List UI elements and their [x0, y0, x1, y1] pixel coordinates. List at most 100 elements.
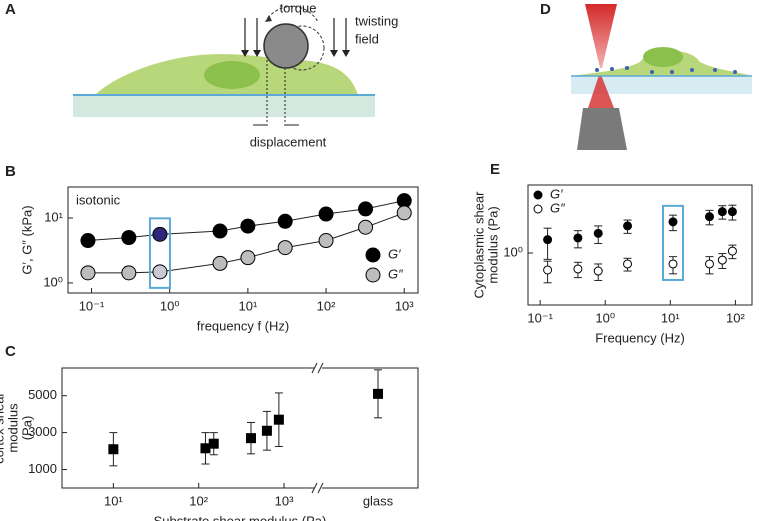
data-point [273, 414, 284, 425]
x-axis-label: Substrate shear modulus (Pa) [154, 513, 327, 521]
data-point [573, 233, 583, 243]
field-label: field [355, 31, 379, 46]
data-point [212, 223, 228, 239]
laser-upper [585, 4, 617, 68]
y-tick-label: 10⁰ [503, 244, 523, 259]
panel-letter: E [490, 161, 500, 178]
data-point [717, 255, 727, 265]
y-axis-label: G′, G″ (kPa) [19, 205, 34, 274]
x-tick-label: 10² [726, 310, 745, 325]
bead-displaced [279, 25, 325, 71]
panel-letter: C [5, 343, 16, 360]
x-tick-label: 10² [189, 493, 208, 508]
plot-frame [61, 367, 419, 489]
legend-marker [365, 247, 381, 263]
x-tick-label: 10⁰ [160, 298, 180, 313]
x-tick-label: 10⁰ [595, 310, 615, 325]
data-point [212, 255, 228, 271]
field-label: twisting [355, 13, 398, 28]
axis-break-gap [314, 482, 322, 494]
data-point [727, 246, 737, 256]
y-axis-label: Cytoplasmic shear [471, 191, 486, 299]
substrate [571, 76, 752, 94]
nucleus [643, 47, 683, 67]
data-point [727, 207, 737, 217]
displacement-lines [266, 60, 286, 128]
axis-break [311, 362, 324, 374]
data-point [121, 265, 137, 281]
data-point [240, 218, 256, 234]
plot-frame [67, 186, 419, 294]
substrate [73, 95, 375, 117]
torque-arrow [267, 5, 319, 23]
x-axis-label: Frequency (Hz) [595, 330, 685, 345]
torque-label: torque [280, 0, 317, 15]
y-tick-label: 1000 [28, 461, 57, 476]
highlight-box [148, 217, 171, 289]
axis-break-gap [314, 362, 322, 374]
panel-letter: A [5, 1, 16, 18]
data-point [573, 264, 583, 274]
x-axis-label: frequency f (Hz) [197, 318, 289, 333]
data-point [543, 265, 553, 275]
data-point [358, 219, 374, 235]
data-point [593, 266, 603, 276]
data-point [396, 205, 412, 221]
data-point [318, 233, 334, 249]
data-point [80, 265, 96, 281]
legend-label: G″ [550, 200, 565, 215]
data-point [704, 212, 714, 222]
data-point [200, 443, 211, 454]
x-tick-label: 10³ [275, 493, 294, 508]
highlight-box [662, 204, 685, 281]
x-tick-label: 10¹ [104, 493, 123, 508]
nucleus [204, 61, 260, 89]
y-tick-label: 10¹ [44, 209, 63, 224]
data-point [373, 388, 383, 399]
x-tick-label: 10¹ [238, 298, 257, 313]
data-point [121, 230, 137, 246]
x-tick-label: 10¹ [661, 310, 680, 325]
data-point [277, 240, 293, 256]
data-point [593, 228, 603, 238]
data-point [277, 213, 293, 229]
legend-marker [533, 204, 543, 214]
data-point [623, 221, 633, 231]
legend-label: G′ [550, 186, 563, 201]
displacement-label: displacement [250, 134, 327, 149]
x-tick-label: 10³ [395, 298, 414, 313]
x-tick-label: 10² [317, 298, 336, 313]
legend-label: G′ [388, 246, 401, 261]
diagram-d: D [540, 1, 752, 150]
y-axis-label: modulus (Pa) [485, 206, 500, 283]
y-axis-label: (Pa) [19, 416, 34, 441]
field-arrows [244, 18, 347, 52]
y-tick-label: 5000 [28, 387, 57, 402]
x-tick-label: 10⁻¹ [527, 310, 553, 325]
data-point [704, 259, 714, 269]
legend-marker [533, 190, 543, 200]
beads [595, 66, 737, 74]
plot-frame [527, 184, 753, 306]
x-tick-label: glass [363, 493, 394, 508]
data-point [623, 259, 633, 269]
data-point [668, 259, 678, 269]
data-point [208, 438, 219, 449]
data-point [358, 201, 374, 217]
x-tick-label: 10⁻¹ [79, 298, 105, 313]
legend-marker [365, 267, 381, 283]
panel-letter: D [540, 1, 551, 18]
data-point [543, 235, 553, 245]
data-point [152, 264, 168, 280]
data-point [717, 207, 727, 217]
data-point [240, 250, 256, 266]
axis-break [311, 482, 324, 494]
data-point [261, 425, 272, 436]
y-axis-label: modulus [5, 403, 20, 453]
annotation: isotonic [76, 192, 121, 207]
y-tick-label: 3000 [28, 424, 57, 439]
data-point [318, 206, 334, 222]
data-point [668, 217, 678, 227]
